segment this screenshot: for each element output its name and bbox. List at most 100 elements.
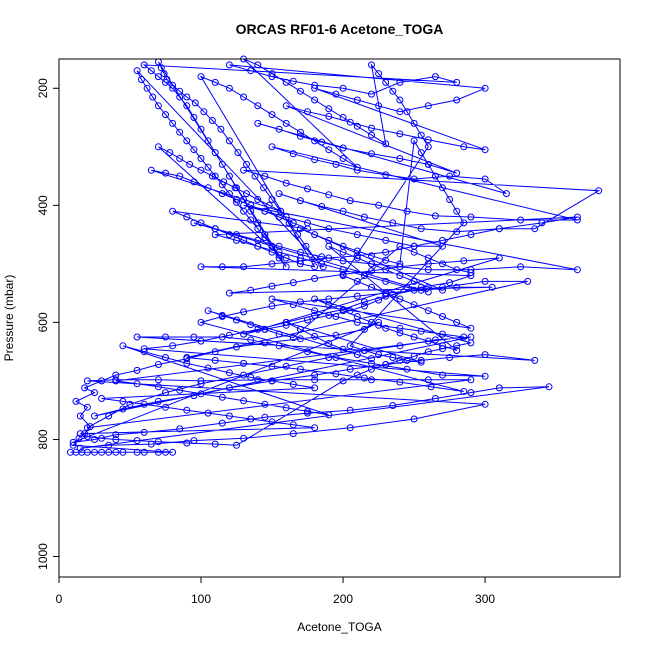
data-point <box>453 283 461 291</box>
data-point <box>410 286 418 294</box>
data-point <box>268 362 276 370</box>
y-tick-label: 200 <box>36 78 50 98</box>
data-point <box>234 149 242 157</box>
data-point <box>382 361 390 368</box>
data-point <box>453 169 461 177</box>
data-point <box>467 266 475 274</box>
data-point <box>368 283 375 291</box>
x-axis-label: Acetone_TOGA <box>297 620 382 634</box>
data-point <box>467 324 475 332</box>
data-point <box>460 333 468 341</box>
data-point <box>247 321 255 329</box>
data-point <box>225 137 233 145</box>
data-point <box>332 331 340 339</box>
data-point <box>76 444 84 452</box>
data-point <box>162 448 169 456</box>
data-point <box>247 201 255 209</box>
data-point <box>439 330 446 338</box>
data-point <box>191 99 199 107</box>
data-point <box>183 102 191 110</box>
data-point <box>296 257 304 265</box>
data-point <box>190 219 198 227</box>
data-point <box>197 219 205 227</box>
data-point <box>332 160 340 168</box>
data-point <box>197 263 205 271</box>
data-point <box>140 448 148 456</box>
data-point <box>495 254 503 262</box>
data-point <box>296 225 304 233</box>
data-point <box>233 196 240 203</box>
data-point <box>417 358 425 366</box>
data-point <box>176 386 184 394</box>
data-point <box>396 329 404 337</box>
data-point <box>225 331 233 339</box>
data-point <box>98 434 106 442</box>
data-point <box>261 413 269 421</box>
data-point <box>375 102 383 110</box>
data-point <box>190 392 198 400</box>
data-point <box>375 70 383 78</box>
data-point <box>275 342 283 350</box>
data-point <box>346 406 354 414</box>
data-point <box>325 254 333 262</box>
data-point <box>403 108 411 116</box>
data-point <box>346 307 354 315</box>
data-point <box>311 96 319 104</box>
data-point <box>190 437 198 445</box>
data-point <box>240 93 248 101</box>
data-point <box>240 166 248 174</box>
data-point <box>240 359 248 367</box>
data-point <box>176 155 184 162</box>
data-point <box>410 301 418 309</box>
data-point <box>197 337 205 345</box>
data-point <box>439 313 446 320</box>
data-point <box>403 356 411 364</box>
data-point <box>190 146 198 154</box>
data-point <box>417 149 425 157</box>
data-point <box>240 330 248 338</box>
data-point <box>268 418 276 426</box>
data-point <box>339 155 347 162</box>
data-point <box>261 325 269 333</box>
data-point <box>531 356 539 364</box>
data-point <box>147 166 155 174</box>
data-point <box>375 321 383 329</box>
data-point <box>467 269 475 277</box>
data-point <box>91 389 98 397</box>
data-point <box>275 242 283 250</box>
data-point <box>296 197 304 205</box>
data-point <box>353 166 361 174</box>
data-point <box>218 190 226 198</box>
data-point <box>197 73 205 81</box>
data-point <box>410 277 418 285</box>
data-point <box>424 136 432 144</box>
data-point <box>396 342 404 350</box>
data-point <box>424 283 432 291</box>
data-point <box>81 384 89 392</box>
data-point <box>154 376 162 384</box>
data-point <box>311 231 319 239</box>
data-point <box>353 252 361 260</box>
data-point <box>233 231 240 239</box>
data-point <box>83 377 91 385</box>
data-point <box>247 67 255 75</box>
data-point <box>275 330 283 338</box>
data-point <box>296 260 304 268</box>
data-point <box>368 267 375 275</box>
data-point <box>389 87 397 95</box>
plot-frame <box>58 58 621 578</box>
data-point <box>289 334 297 342</box>
data-point <box>204 137 212 145</box>
data-point <box>83 424 91 432</box>
data-point <box>495 225 503 233</box>
data-point <box>304 407 311 415</box>
data-point <box>311 275 319 282</box>
data-point <box>417 286 425 294</box>
data-point <box>154 102 162 110</box>
data-point <box>197 318 205 326</box>
data-point <box>339 242 347 250</box>
data-point <box>325 146 333 154</box>
data-point <box>218 160 226 168</box>
data-point <box>396 155 404 162</box>
data-point <box>225 369 233 377</box>
